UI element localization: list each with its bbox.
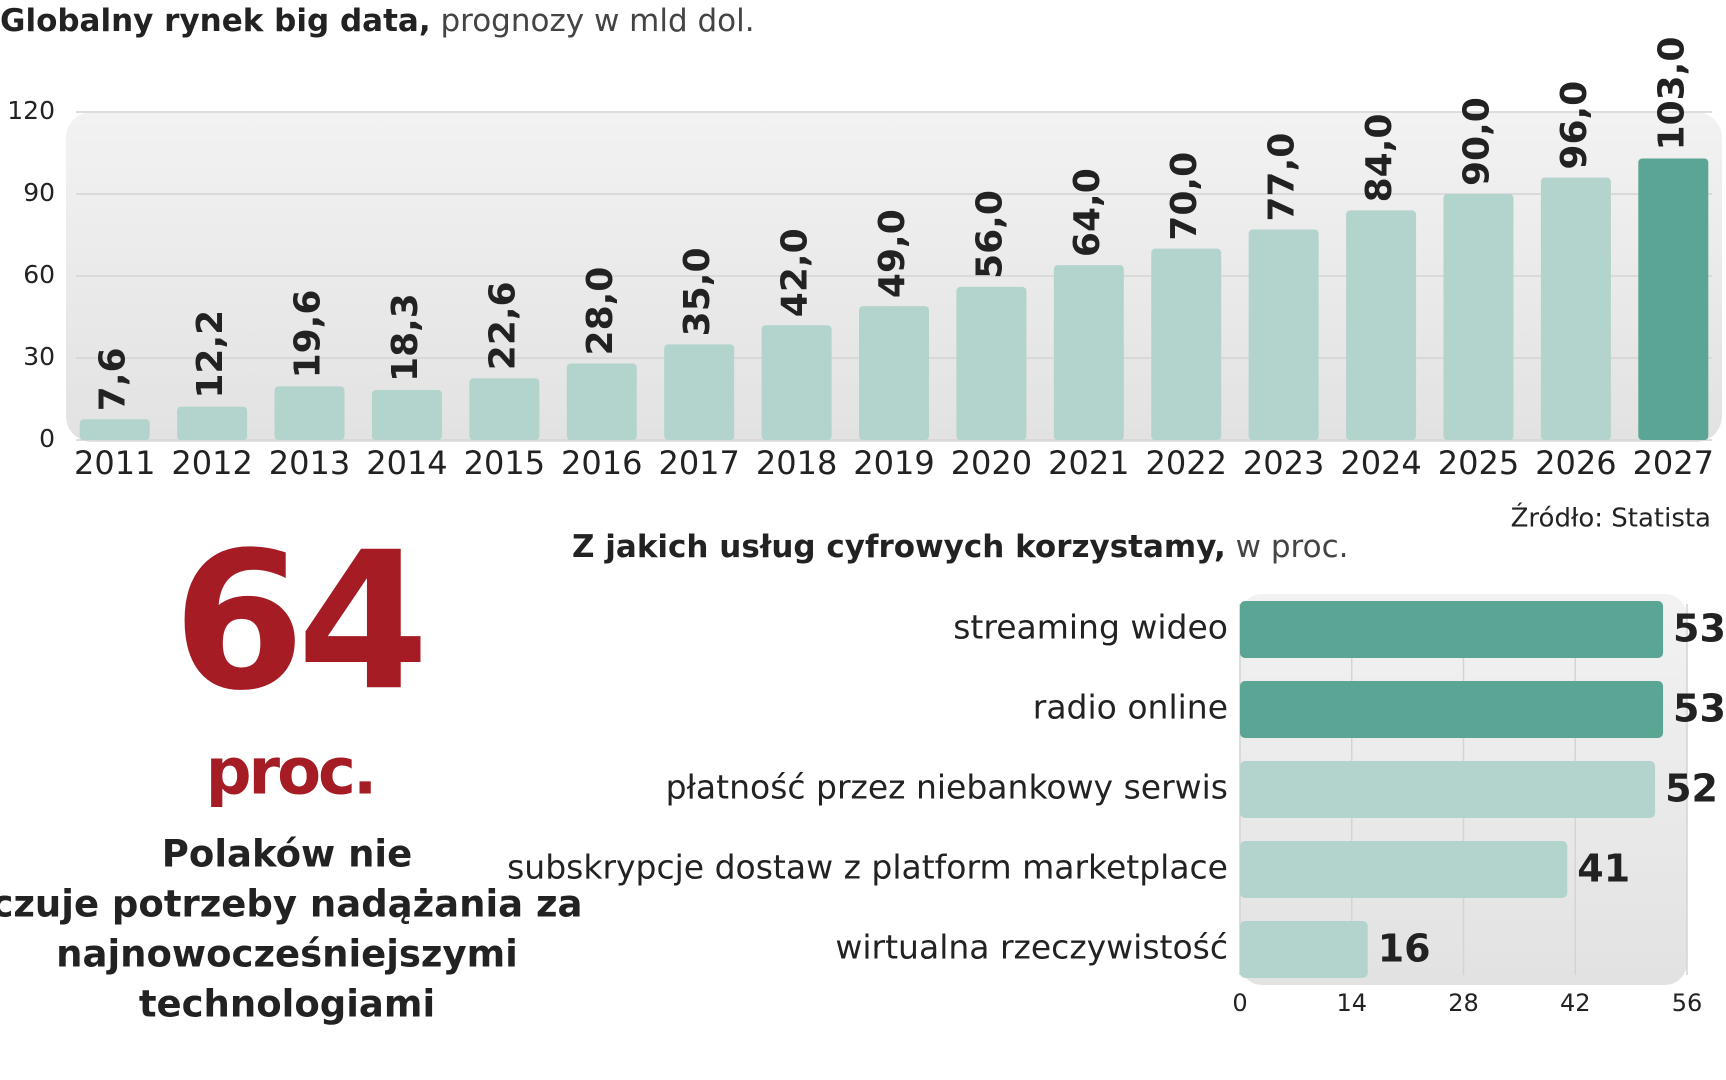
- x-tick-label: 2026: [1535, 444, 1616, 482]
- value-label: 64,0: [1067, 168, 1108, 257]
- x-tick-label: 2011: [74, 444, 155, 482]
- bar: [274, 386, 345, 440]
- x-tick-label: 2020: [951, 444, 1032, 482]
- y-tick-label: 0: [39, 424, 55, 453]
- category-label: subskrypcje dostaw z platform marketplac…: [507, 848, 1228, 887]
- bar: [371, 389, 442, 440]
- value-label: 103,0: [1651, 37, 1692, 151]
- value-label: 35,0: [677, 248, 718, 337]
- x-tick-label: 2016: [561, 444, 642, 482]
- y-tick-label: 60: [23, 260, 55, 289]
- bar: [1240, 681, 1664, 738]
- bar: [1240, 601, 1664, 658]
- bar: [1638, 158, 1709, 440]
- chart-title: Z jakich usług cyfrowych korzystamy, w p…: [572, 529, 1349, 565]
- subtitle: w proc.: [1236, 529, 1349, 565]
- value-label: 41: [1577, 847, 1630, 891]
- bar: [1443, 194, 1514, 440]
- value-label: 53: [1673, 687, 1726, 731]
- value-label: 22,6: [482, 281, 523, 370]
- bar: [1248, 229, 1319, 440]
- bar: [1240, 761, 1656, 818]
- bar: [1346, 210, 1417, 440]
- title-bold: Z jakich usług cyfrowych korzystamy,: [572, 529, 1226, 565]
- value-label: 28,0: [580, 267, 621, 356]
- value-label: 7,6: [93, 347, 134, 411]
- bar: [956, 286, 1027, 440]
- bar: [859, 306, 929, 440]
- value-label: 56,0: [969, 190, 1010, 279]
- bar: [177, 406, 248, 440]
- x-tick-label: 2027: [1633, 444, 1714, 482]
- category-label: płatność przez niebankowy serwis: [666, 768, 1228, 807]
- x-tick-label: 2012: [171, 444, 252, 482]
- x-tick-label: 2021: [1048, 444, 1129, 482]
- value-label: 16: [1378, 927, 1431, 971]
- callout-line: czuje potrzeby nadążania za: [0, 883, 583, 926]
- callout-number: 64: [173, 511, 421, 732]
- value-label: 53: [1673, 607, 1726, 651]
- value-label: 42,0: [775, 228, 816, 317]
- bar: [1240, 921, 1368, 978]
- x-tick-label: 2022: [1146, 444, 1227, 482]
- value-label: 77,0: [1262, 133, 1303, 222]
- bar: [1540, 177, 1611, 440]
- x-tick-label: 2024: [1340, 444, 1421, 482]
- value-label: 96,0: [1554, 81, 1595, 170]
- source: Źródło: Statista: [1511, 502, 1711, 534]
- x-tick-label: 28: [1448, 989, 1479, 1017]
- x-tick-label: 2014: [366, 444, 447, 482]
- value-label: 52: [1665, 767, 1718, 811]
- x-tick-label: 0: [1232, 989, 1247, 1017]
- x-tick-label: 42: [1560, 989, 1591, 1017]
- callout-line: Polaków nie: [162, 833, 412, 876]
- category-label: radio online: [1033, 688, 1228, 727]
- category-label: streaming wideo: [953, 608, 1228, 647]
- value-label: 19,6: [288, 290, 329, 379]
- bar: [1151, 248, 1222, 440]
- x-tick-label: 2019: [853, 444, 934, 482]
- bar: [1240, 841, 1568, 898]
- x-tick-label: 56: [1672, 989, 1703, 1017]
- x-tick-label: 2018: [756, 444, 837, 482]
- x-tick-label: 2015: [464, 444, 545, 482]
- bar: [79, 419, 150, 440]
- x-tick-label: 14: [1336, 989, 1367, 1017]
- value-label: 49,0: [872, 209, 913, 298]
- bar: [1053, 265, 1124, 440]
- value-label: 84,0: [1359, 114, 1400, 203]
- callout-unit: proc.: [206, 736, 375, 810]
- chart-title: Globalny rynek big data, prognozy w mld …: [0, 3, 755, 39]
- title-bold: Globalny rynek big data,: [0, 3, 431, 39]
- x-tick-label: 2017: [658, 444, 739, 482]
- x-tick-label: 2013: [269, 444, 350, 482]
- bar: [469, 378, 540, 440]
- category-label: wirtualna rzeczywistość: [835, 928, 1228, 967]
- y-tick-label: 90: [23, 178, 55, 207]
- y-tick-label: 30: [23, 342, 55, 371]
- x-tick-label: 2023: [1243, 444, 1324, 482]
- value-label: 70,0: [1164, 152, 1205, 241]
- callout-line: najnowocześniejszymi: [56, 933, 518, 976]
- bar: [664, 344, 735, 440]
- x-tick-label: 2025: [1438, 444, 1519, 482]
- callout-line: technologiami: [139, 983, 435, 1026]
- value-label: 12,2: [190, 310, 231, 399]
- y-tick-label: 120: [7, 96, 55, 125]
- subtitle: prognozy w mld dol.: [440, 3, 754, 39]
- value-label: 90,0: [1456, 97, 1497, 186]
- value-label: 18,3: [385, 293, 426, 382]
- callout-text: Polaków nie czuje potrzeby nadążania za na…: [0, 833, 583, 1026]
- bar: [761, 325, 832, 440]
- bar: [566, 363, 637, 440]
